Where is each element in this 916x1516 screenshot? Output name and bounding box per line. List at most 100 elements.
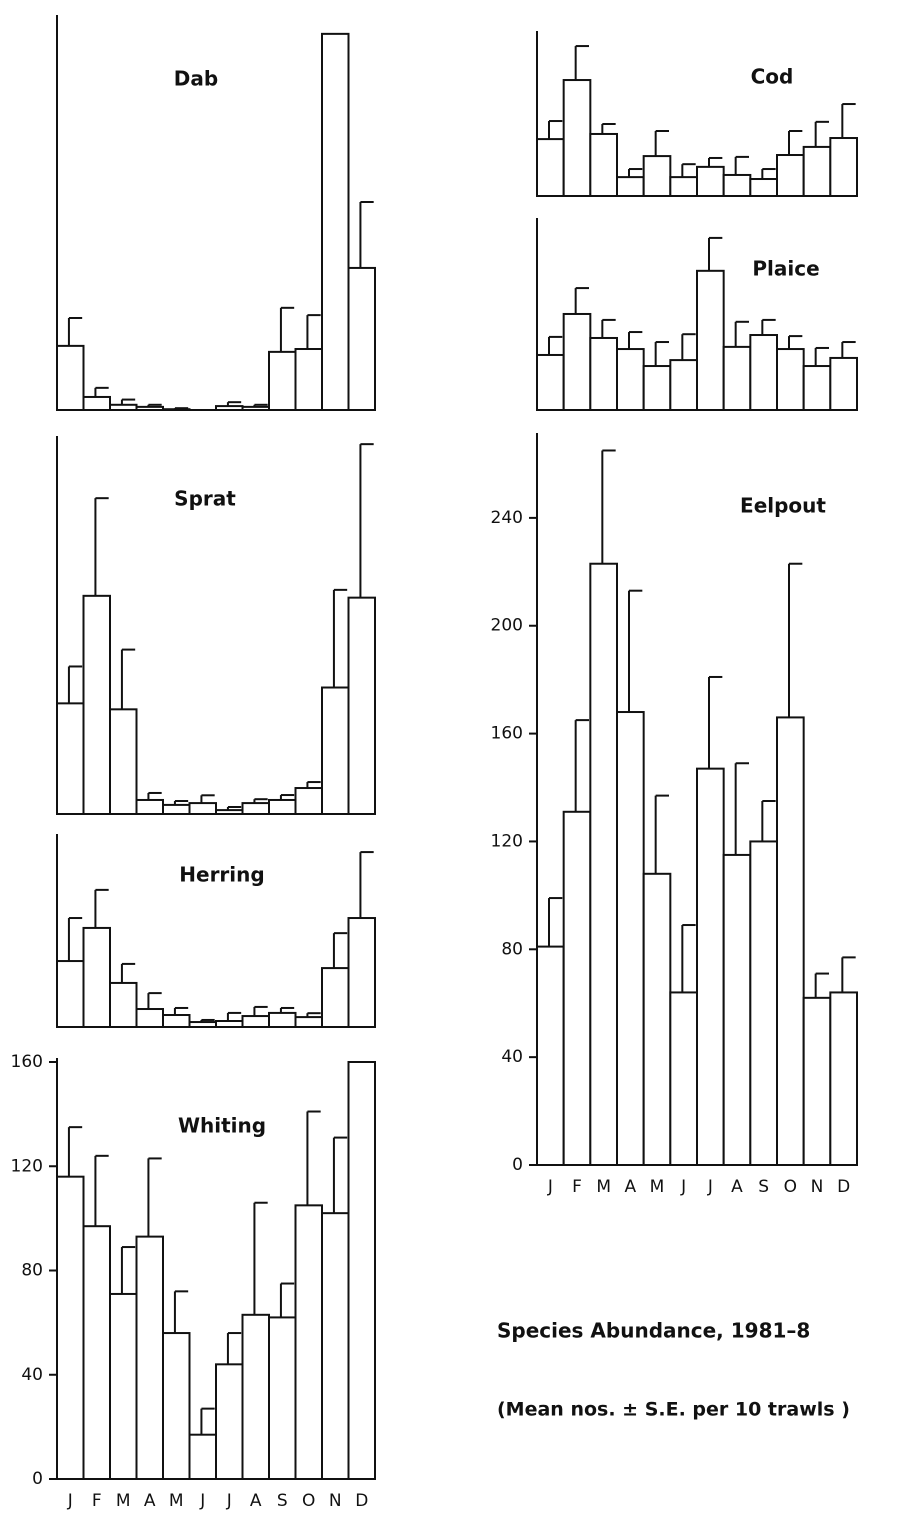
bar [162,1332,191,1481]
bar [642,872,672,1166]
x-tick-label: S [758,1177,769,1197]
bar [294,1204,323,1480]
bar [268,1316,297,1480]
bar [109,403,138,411]
bar [749,334,778,411]
bar [562,810,592,1166]
bar [215,809,244,816]
bar [321,32,350,411]
panel-title: Plaice [752,257,819,281]
bar [162,408,191,411]
panel-title: Whiting [178,1114,266,1138]
y-tick-label: 80 [501,939,523,959]
bar [696,165,725,198]
x-tick-label: J [547,1177,553,1197]
bar [776,154,805,197]
bar [642,155,672,197]
panel-title: Herring [179,863,264,887]
bar [829,356,858,411]
bar [56,344,85,412]
x-tick-label: S [277,1491,288,1511]
bar [802,996,832,1167]
bar [776,716,805,1166]
bar [56,960,85,1029]
y-tick-label: 40 [501,1047,523,1067]
x-tick-label: M [116,1491,131,1511]
bar [82,1225,111,1480]
bar [347,1061,376,1480]
bar [589,336,618,412]
bar [642,365,672,411]
x-tick-label: M [169,1491,184,1511]
x-tick-label: N [329,1491,342,1511]
x-tick-label: D [837,1177,850,1197]
bar [669,359,698,412]
x-tick-label: A [144,1491,156,1511]
bar [82,395,111,412]
x-tick-label: M [596,1177,611,1197]
x-tick-label: A [731,1177,743,1197]
bar [536,138,565,197]
bar [616,176,645,198]
panel-title: Sprat [174,487,236,511]
bar [802,145,832,197]
bar [321,967,350,1029]
bar [268,798,297,815]
x-tick-label: D [355,1491,368,1511]
bar [722,853,752,1166]
bar [109,981,138,1028]
y-tick-label: 200 [491,616,523,636]
bar [82,926,111,1028]
bar [749,840,778,1166]
y-tick-label: 0 [32,1469,43,1489]
bar [347,266,376,412]
x-tick-label: N [811,1177,824,1197]
x-tick-label: A [625,1177,637,1197]
bar [722,345,752,411]
bar [109,1292,138,1481]
x-tick-label: J [680,1177,686,1197]
bar [241,405,270,412]
panel-title: Cod [751,65,794,89]
bar [829,137,858,198]
y-tick-label: 160 [491,724,523,744]
bar [589,562,618,1166]
x-tick-label: O [784,1177,797,1197]
x-tick-label: A [250,1491,262,1511]
bar [135,798,164,815]
bar [56,1175,85,1481]
bar [749,178,778,198]
bar [347,596,376,815]
bar [347,917,376,1029]
bar [82,594,111,815]
bar [268,1011,297,1028]
x-tick-label: J [226,1491,232,1511]
bar [321,686,350,815]
bar [294,787,323,815]
bar [135,405,164,412]
bar [109,708,138,816]
bar [669,991,698,1166]
bar [241,802,270,816]
bar [215,1363,244,1480]
bar [696,767,725,1167]
bar [162,1014,191,1029]
y-tick-label: 0 [512,1155,523,1175]
bar [536,945,565,1166]
panel-title: Dab [174,67,218,91]
bar [215,405,244,411]
x-tick-label: M [650,1177,665,1197]
bar [215,1020,244,1029]
bar [162,803,191,816]
bar [829,991,858,1166]
bar [722,173,752,198]
bar [241,1313,270,1481]
bar [562,79,592,197]
y-tick-label: 120 [491,831,523,851]
y-tick-label: 80 [21,1261,43,1281]
bar [294,1016,323,1029]
x-tick-label: O [302,1491,315,1511]
bar [776,348,805,411]
bar [188,1021,217,1028]
